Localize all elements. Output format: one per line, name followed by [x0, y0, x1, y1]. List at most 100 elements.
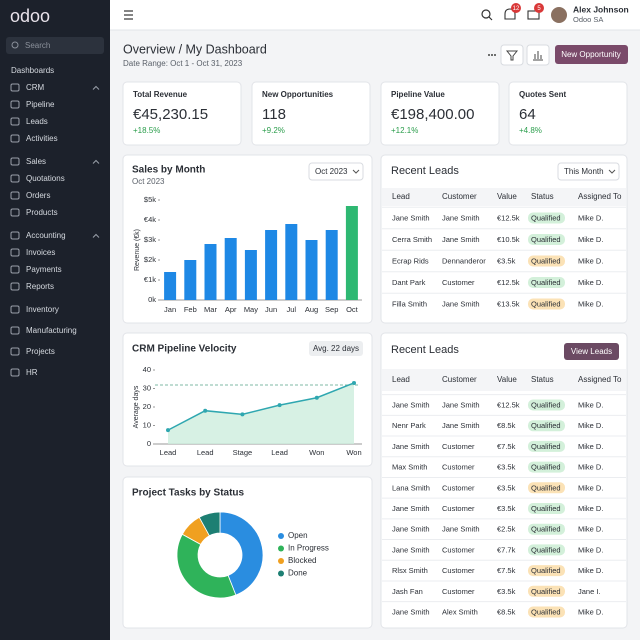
table-cell[interactable]: Jane Smith — [392, 607, 430, 616]
mail-icon[interactable] — [527, 10, 540, 20]
company-name: Odoo SA — [573, 15, 603, 24]
table-cell[interactable]: Jane Smith — [392, 442, 430, 451]
table-cell: Jane Smith — [442, 525, 480, 534]
period-dropdown[interactable] — [308, 162, 364, 181]
status-label: Qualified — [531, 504, 561, 513]
column-header: Customer — [442, 192, 477, 201]
nav-subitem[interactable]: Orders — [26, 191, 50, 200]
nav-subitem[interactable]: Activities — [26, 134, 58, 143]
kpi-value: 64 — [519, 106, 536, 123]
status-pill — [528, 234, 565, 245]
table-cell: €7.7k — [497, 545, 516, 554]
table-cell[interactable]: Jane Smith — [392, 545, 430, 554]
status-label: Qualified — [531, 525, 561, 534]
nav-icon — [10, 100, 20, 109]
filter-label[interactable]: This Month — [564, 167, 604, 176]
new-opportunity-button[interactable] — [555, 45, 628, 64]
y-tick-label: $5k — [144, 195, 156, 204]
table-cell: €7.5k — [497, 566, 516, 575]
table-cell: Mike D. — [578, 213, 603, 222]
search-box[interactable] — [6, 37, 104, 54]
status-label: Qualified — [531, 421, 561, 430]
nav-item[interactable]: Accounting — [26, 231, 66, 240]
table-cell: €3.5k — [497, 256, 516, 265]
table-cell[interactable]: Nenr Park — [392, 421, 426, 430]
search-button[interactable] — [481, 9, 493, 21]
nav-item[interactable]: HR — [26, 368, 38, 377]
table-cell[interactable]: Lana Smith — [392, 483, 430, 492]
table-cell[interactable]: Rlsx Smith — [392, 566, 428, 575]
y-tick-label: 10 — [143, 420, 151, 429]
nav-subitem[interactable]: Leads — [26, 117, 48, 126]
avatar[interactable] — [551, 7, 567, 23]
nav-item[interactable]: Inventory — [26, 305, 59, 314]
y-tick-label: €4k — [144, 215, 156, 224]
table-cell[interactable]: Jane Smith — [392, 525, 430, 534]
table-cell: Mike D. — [578, 463, 603, 472]
table-cell: Jane Smith — [442, 421, 480, 430]
table-cell[interactable]: Jane Smith — [392, 400, 430, 409]
more-button[interactable] — [488, 54, 496, 56]
badge-label: Avg. 22 days — [313, 344, 359, 353]
y-axis-title: Average days — [133, 385, 140, 428]
point — [314, 395, 319, 400]
card — [122, 81, 242, 146]
new-opportunity-label[interactable]: New Opportunity — [561, 50, 621, 59]
date-range: Date Range: Oct 1 - Oct 31, 2023 — [123, 59, 243, 68]
nav-section[interactable]: Dashboards — [11, 66, 54, 75]
filter-dropdown[interactable] — [557, 162, 620, 181]
nav-icon — [10, 134, 20, 143]
table-cell[interactable]: Max Smith — [392, 463, 427, 472]
nav-subitem[interactable]: Payments — [26, 265, 62, 274]
view-leads-label[interactable]: View Leads — [571, 347, 612, 356]
user-name[interactable]: Alex Johnson — [573, 4, 629, 14]
nav-subitem[interactable]: Invoices — [26, 248, 55, 257]
sidebar — [0, 0, 110, 640]
nav-subitem[interactable]: Quotations — [26, 174, 65, 183]
kpi-value: €198,400.00 — [391, 106, 474, 123]
nav-item[interactable]: Manufacturing — [26, 326, 77, 335]
table-cell: Customer — [442, 463, 475, 472]
bell-icon[interactable] — [504, 8, 516, 20]
table-cell[interactable]: Jane Smith — [392, 213, 430, 222]
table-cell: €8.5k — [497, 421, 516, 430]
nav-item[interactable]: Projects — [26, 347, 55, 356]
nav-subitem[interactable]: Pipeline — [26, 100, 55, 109]
y-tick-label: 20 — [143, 402, 151, 411]
table-cell[interactable]: Jane Smith — [392, 504, 430, 513]
table-header — [382, 369, 626, 391]
table-cell: Customer — [442, 278, 475, 287]
nav-subitem[interactable]: Reports — [26, 282, 54, 291]
filter-button[interactable] — [500, 44, 524, 66]
table-cell: €13.5k — [497, 299, 520, 308]
legend-label: Open — [288, 531, 308, 540]
nav-item[interactable]: CRM — [26, 83, 45, 92]
table-cell[interactable]: Cerra Smith — [392, 235, 432, 244]
status-pill — [528, 277, 565, 288]
card-title: Project Tasks by Status — [132, 488, 245, 499]
menu-icon[interactable] — [124, 10, 133, 20]
kpi-value: €45,230.15 — [133, 106, 208, 123]
status-label: Qualified — [531, 587, 561, 596]
kpi-value: 118 — [262, 106, 286, 123]
donut-slice — [176, 533, 237, 599]
nav-item[interactable]: Sales — [26, 157, 46, 166]
table-cell[interactable]: Jash Fan — [392, 587, 423, 596]
status-label: Qualified — [531, 256, 561, 265]
nav-icon — [10, 83, 20, 92]
nav-subitem[interactable]: Products — [26, 208, 58, 217]
x-tick-label: Lead — [160, 448, 177, 457]
table-cell[interactable]: Dant Park — [392, 278, 426, 287]
status-pill — [528, 523, 565, 535]
legend-label: Blocked — [288, 556, 316, 565]
logo[interactable]: odoo — [10, 6, 50, 26]
table-cell[interactable]: Filla Smith — [392, 299, 427, 308]
status-pill — [528, 606, 565, 618]
table-cell[interactable]: Ecrap Rids — [392, 256, 429, 265]
status-pill — [528, 298, 565, 310]
view-leads-button[interactable] — [564, 343, 619, 360]
table-cell: €12.5k — [497, 213, 520, 222]
table-cell: Customer — [442, 587, 475, 596]
period-label[interactable]: Oct 2023 — [315, 167, 348, 176]
